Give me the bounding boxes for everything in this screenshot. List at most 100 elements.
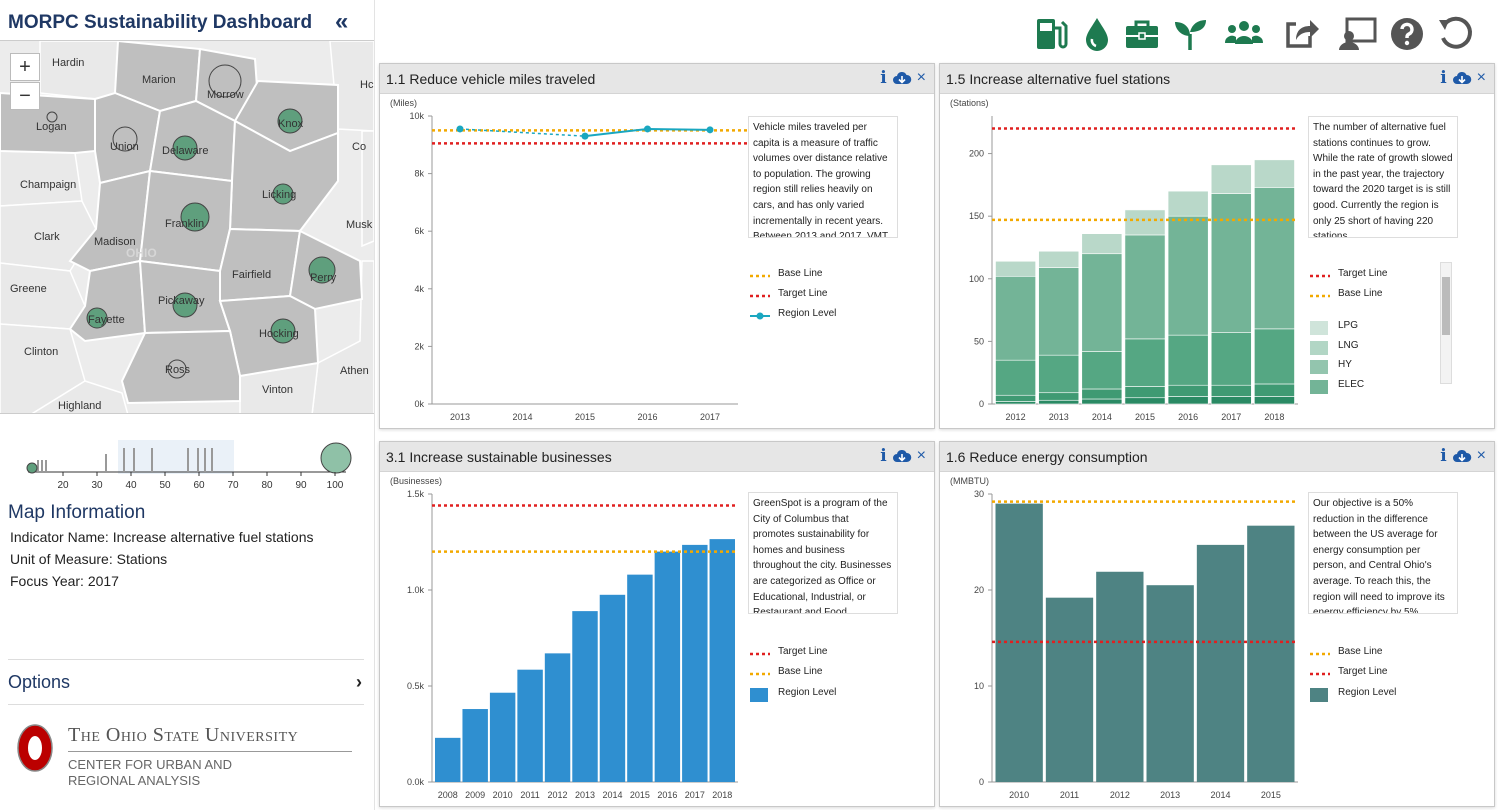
county-map[interactable]: Hardin Marion Morrow Knox Logan Union De…	[0, 40, 374, 414]
stacked-bar-segment[interactable]	[1081, 398, 1123, 405]
bar[interactable]	[572, 611, 598, 782]
bar[interactable]	[489, 692, 516, 782]
info-icon[interactable]: i	[1440, 68, 1447, 88]
legend-item[interactable]: LPG	[1308, 320, 1458, 336]
bar[interactable]	[462, 709, 488, 782]
stacked-bar-segment[interactable]	[1167, 384, 1209, 397]
stacked-bar-segment[interactable]	[1124, 397, 1166, 405]
stacked-bar-segment[interactable]	[1254, 383, 1295, 397]
stacked-bar-segment[interactable]	[1124, 338, 1166, 387]
stacked-bar-segment[interactable]	[1081, 233, 1123, 255]
cloud-download-icon[interactable]	[1452, 448, 1472, 464]
data-point[interactable]	[644, 125, 651, 133]
reset-icon[interactable]	[1435, 14, 1475, 54]
close-icon[interactable]: ×	[916, 447, 926, 464]
stacked-bar-segment[interactable]	[1081, 351, 1123, 390]
stacked-bar-segment[interactable]	[1254, 187, 1295, 330]
bar[interactable]	[1196, 544, 1245, 782]
stacked-bar-segment[interactable]	[1124, 386, 1166, 399]
data-point[interactable]	[456, 125, 464, 133]
share-icon[interactable]	[1282, 14, 1322, 54]
stacked-bar-segment[interactable]	[995, 275, 1036, 361]
stacked-bar-segment[interactable]	[1167, 334, 1209, 386]
map-canvas[interactable]: Hardin Marion Morrow Knox Logan Union De…	[0, 41, 374, 414]
stacked-bar-segment[interactable]	[1038, 250, 1080, 268]
stacked-bar-segment[interactable]	[1254, 396, 1295, 405]
data-point[interactable]	[706, 126, 714, 134]
water-drop-icon[interactable]	[1077, 14, 1117, 54]
close-icon[interactable]: ×	[1476, 69, 1486, 86]
close-icon[interactable]: ×	[1476, 447, 1486, 464]
stacked-bar-segment[interactable]	[1124, 209, 1166, 236]
stacked-bar-segment[interactable]	[1210, 384, 1252, 397]
stacked-bar-segment[interactable]	[1167, 396, 1209, 405]
info-icon[interactable]: i	[1440, 446, 1447, 466]
briefcase-icon[interactable]	[1122, 14, 1162, 54]
chart-svg[interactable]: 0.0k 0.5k 1.0k 1.5k 2008 2009 2010 2011 2012 2013…	[380, 472, 936, 808]
chart-svg[interactable]: 0 50 100 150 200 2012 2013 2014 2015 2016 2017 2018	[940, 94, 1496, 430]
stacked-bar-segment[interactable]	[1210, 396, 1252, 405]
legend-item[interactable]: Base Line	[1308, 646, 1458, 662]
stacked-bar-segment[interactable]	[1210, 332, 1252, 386]
legend-item[interactable]: Target Line	[748, 288, 898, 304]
chart-svg[interactable]: 0 10 20 30 2010 2011 2012 2013 2014 2015	[940, 472, 1496, 808]
bar[interactable]	[435, 737, 461, 782]
bar[interactable]	[599, 594, 626, 782]
bar[interactable]	[627, 574, 653, 782]
legend-scrollbar[interactable]	[1440, 262, 1452, 384]
stacked-bar-segment[interactable]	[1254, 328, 1295, 385]
cloud-download-icon[interactable]	[892, 448, 912, 464]
info-icon[interactable]: i	[880, 68, 887, 88]
options-toggle[interactable]: Options ›	[8, 672, 364, 693]
fuel-pump-icon[interactable]	[1031, 14, 1071, 54]
sprout-icon[interactable]	[1170, 14, 1210, 54]
stacked-bar-segment[interactable]	[995, 394, 1036, 402]
legend-item[interactable]: Target Line	[1308, 268, 1458, 284]
legend-item[interactable]: Base Line	[748, 268, 898, 284]
data-point[interactable]	[581, 132, 589, 140]
zoom-in-button[interactable]: +	[10, 53, 40, 81]
indicator-description[interactable]: The number of alternative fuel stations …	[1308, 116, 1458, 238]
legend-item[interactable]: Target Line	[748, 646, 898, 662]
collapse-sidebar-button[interactable]: «	[335, 8, 349, 35]
help-icon[interactable]	[1387, 14, 1427, 54]
zoom-out-button[interactable]: −	[10, 82, 40, 110]
info-icon[interactable]: i	[880, 446, 887, 466]
bar[interactable]	[1146, 585, 1194, 782]
stacked-bar-segment[interactable]	[995, 401, 1036, 405]
screen-share-icon[interactable]	[1337, 14, 1377, 54]
legend-item[interactable]: LNG	[1308, 340, 1458, 356]
close-icon[interactable]: ×	[916, 69, 926, 86]
bar[interactable]	[654, 551, 681, 782]
indicator-description[interactable]: GreenSpot is a program of the City of Co…	[748, 492, 898, 614]
stacked-bar-segment[interactable]	[1210, 164, 1252, 194]
bar[interactable]	[682, 544, 708, 782]
bar[interactable]	[1045, 597, 1094, 782]
legend-item[interactable]: Base Line	[1308, 288, 1458, 304]
bar[interactable]	[1247, 525, 1295, 782]
chart-svg[interactable]: 0k 2k 4k 6k 8k 10k 2013 2014 2015 2016 2017	[380, 94, 936, 430]
stacked-bar-segment[interactable]	[1081, 253, 1123, 352]
bar[interactable]	[517, 669, 543, 782]
bar[interactable]	[544, 653, 571, 782]
people-icon[interactable]	[1224, 14, 1264, 54]
bar[interactable]	[709, 539, 735, 782]
stacked-bar-segment[interactable]	[1038, 354, 1080, 394]
legend-item[interactable]: Region Level	[1308, 687, 1458, 703]
indicator-description[interactable]: Vehicle miles traveled per capita is a m…	[748, 116, 898, 238]
stacked-bar-segment[interactable]	[1038, 267, 1080, 356]
legend-item[interactable]: Target Line	[1308, 666, 1458, 682]
stacked-bar-segment[interactable]	[1167, 190, 1209, 217]
stacked-bar-segment[interactable]	[1038, 399, 1080, 405]
stacked-bar-segment[interactable]	[1167, 215, 1209, 336]
indicator-description[interactable]: Our objective is a 50% reduction in the …	[1308, 492, 1458, 614]
stacked-bar-segment[interactable]	[1124, 234, 1166, 340]
legend-item[interactable]: ELEC	[1308, 379, 1458, 395]
legend-item[interactable]: Region Level	[748, 308, 898, 324]
bar[interactable]	[1096, 571, 1144, 782]
legend-item[interactable]: Base Line	[748, 666, 898, 682]
stacked-bar-segment[interactable]	[995, 359, 1036, 396]
legend-item[interactable]: HY	[1308, 359, 1458, 375]
cloud-download-icon[interactable]	[1452, 70, 1472, 86]
cloud-download-icon[interactable]	[892, 70, 912, 86]
